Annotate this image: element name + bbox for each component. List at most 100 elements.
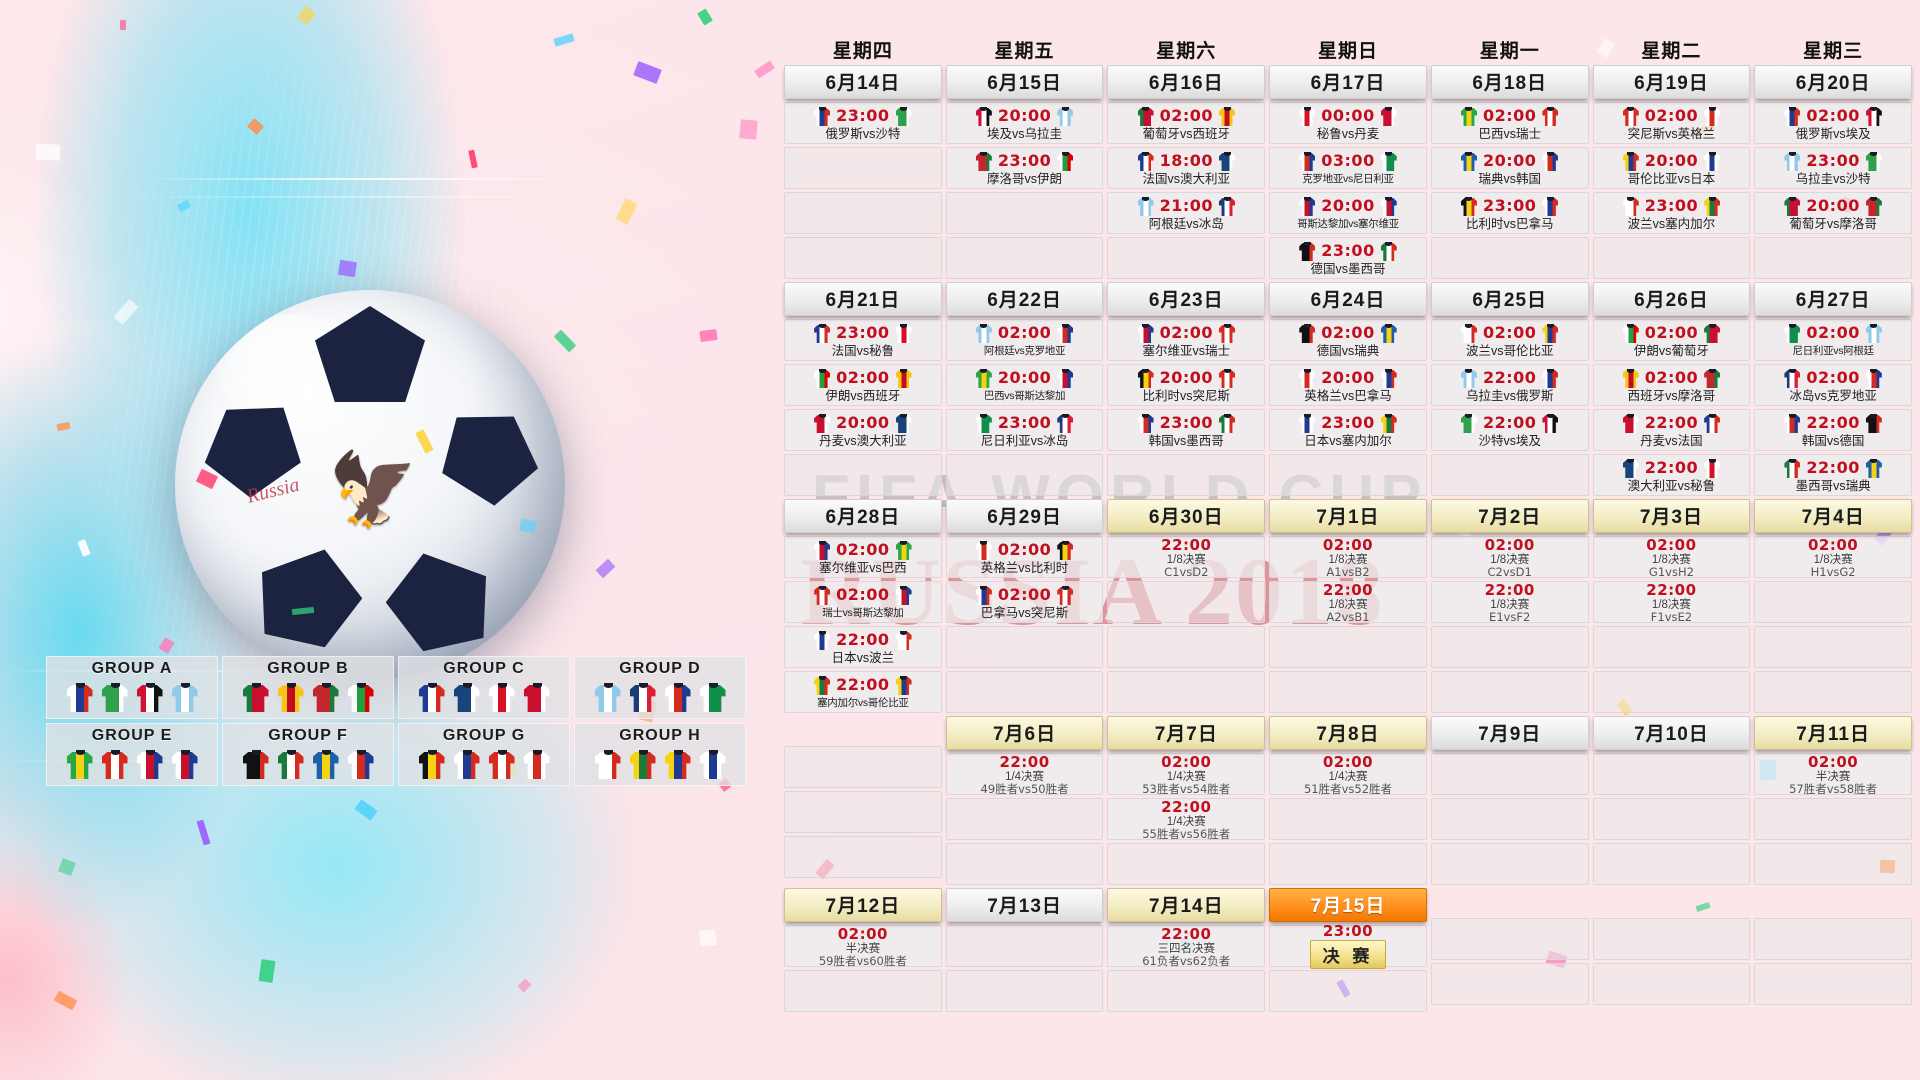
knockout-match-cell[interactable]: 02:00 半决赛 59胜者vs60胜者 — [784, 925, 942, 967]
group-match-cell[interactable]: 20:00 哥伦比亚vs日本 — [1592, 147, 1751, 189]
group-box-group-b[interactable]: GROUP B — [222, 656, 394, 719]
group-match-cell[interactable]: 20:00 葡萄牙vs摩洛哥 — [1754, 192, 1912, 234]
knockout-match-cell[interactable]: 22:00 1/8决赛 C1vsD2 — [1107, 536, 1266, 578]
date-header[interactable]: 6月28日 — [784, 499, 942, 533]
group-match-cell[interactable]: 22:00 日本vs波兰 — [784, 626, 942, 668]
knockout-match-cell[interactable]: 22:00 1/8决赛 A2vsB1 — [1269, 581, 1427, 623]
group-match-cell[interactable]: 23:00 比利时vs巴拿马 — [1430, 192, 1589, 234]
knockout-match-cell[interactable]: 02:00 1/4决赛 53胜者vs54胜者 — [1107, 753, 1266, 795]
group-match-cell[interactable]: 23:00 尼日利亚vs冰岛 — [945, 409, 1104, 451]
date-header[interactable]: 7月13日 — [945, 888, 1104, 922]
group-match-cell[interactable]: 02:00 塞尔维亚vs巴西 — [784, 536, 942, 578]
date-header[interactable]: 7月10日 — [1592, 716, 1751, 750]
knockout-match-cell[interactable]: 22:00 1/4决赛 49胜者vs50胜者 — [945, 753, 1104, 795]
group-match-cell[interactable]: 02:00 巴西vs瑞士 — [1430, 102, 1589, 144]
group-match-cell[interactable]: 23:00 日本vs塞内加尔 — [1269, 409, 1427, 451]
group-box-group-f[interactable]: GROUP F — [222, 723, 394, 786]
date-header[interactable]: 7月7日 — [1107, 716, 1266, 750]
date-header[interactable]: 6月29日 — [945, 499, 1104, 533]
group-match-cell[interactable]: 02:00 巴拿马vs突尼斯 — [945, 581, 1104, 623]
group-match-cell[interactable]: 02:00 俄罗斯vs埃及 — [1754, 102, 1912, 144]
date-header[interactable]: 6月15日 — [945, 65, 1104, 99]
knockout-match-cell[interactable]: 22:00 1/8决赛 F1vsE2 — [1592, 581, 1751, 623]
group-match-cell[interactable]: 22:00 韩国vs德国 — [1754, 409, 1912, 451]
group-box-group-d[interactable]: GROUP D — [574, 656, 746, 719]
knockout-match-cell[interactable]: 02:00 1/8决赛 A1vsB2 — [1269, 536, 1427, 578]
knockout-match-cell[interactable]: 02:00 半决赛 57胜者vs58胜者 — [1754, 753, 1912, 795]
group-match-cell[interactable]: 20:00 丹麦vs澳大利亚 — [784, 409, 942, 451]
date-header[interactable]: 6月26日 — [1592, 282, 1751, 316]
final-match-cell[interactable]: 23:00 决 赛 — [1269, 922, 1427, 969]
group-match-cell[interactable]: 23:00 法国vs秘鲁 — [784, 319, 942, 361]
date-header[interactable]: 7月1日 — [1269, 499, 1427, 533]
group-match-cell[interactable]: 22:00 丹麦vs法国 — [1592, 409, 1751, 451]
date-header[interactable]: 6月19日 — [1592, 65, 1751, 99]
date-header[interactable]: 6月21日 — [784, 282, 942, 316]
date-header[interactable]: 6月25日 — [1430, 282, 1589, 316]
group-match-cell[interactable]: 00:00 秘鲁vs丹麦 — [1269, 102, 1427, 144]
group-match-cell[interactable]: 18:00 法国vs澳大利亚 — [1107, 147, 1266, 189]
knockout-match-cell[interactable]: 22:00 1/4决赛 55胜者vs56胜者 — [1107, 798, 1266, 840]
group-match-cell[interactable]: 20:00 巴西vs哥斯达黎加 — [945, 364, 1104, 406]
date-header[interactable]: 6月30日 — [1107, 499, 1266, 533]
knockout-match-cell[interactable]: 22:00 1/8决赛 E1vsF2 — [1430, 581, 1589, 623]
group-match-cell[interactable]: 22:00 墨西哥vs瑞典 — [1754, 454, 1912, 496]
group-match-cell[interactable]: 02:00 阿根廷vs克罗地亚 — [945, 319, 1104, 361]
date-header[interactable]: 7月9日 — [1430, 716, 1589, 750]
group-match-cell[interactable]: 20:00 比利时vs突尼斯 — [1107, 364, 1266, 406]
group-match-cell[interactable]: 02:00 英格兰vs比利时 — [945, 536, 1104, 578]
date-header[interactable]: 6月16日 — [1107, 65, 1266, 99]
group-match-cell[interactable]: 02:00 西班牙vs摩洛哥 — [1592, 364, 1751, 406]
knockout-match-cell[interactable]: 02:00 1/8决赛 G1vsH2 — [1592, 536, 1751, 578]
date-header[interactable]: 6月20日 — [1754, 65, 1912, 99]
group-match-cell[interactable]: 02:00 瑞士vs哥斯达黎加 — [784, 581, 942, 623]
group-match-cell[interactable]: 02:00 冰岛vs克罗地亚 — [1754, 364, 1912, 406]
knockout-match-cell[interactable]: 22:00 三四名决赛 61负者vs62负者 — [1107, 925, 1266, 967]
group-match-cell[interactable]: 02:00 尼日利亚vs阿根廷 — [1754, 319, 1912, 361]
group-match-cell[interactable]: 23:00 德国vs墨西哥 — [1269, 237, 1427, 279]
group-match-cell[interactable]: 20:00 哥斯达黎加vs塞尔维亚 — [1269, 192, 1427, 234]
group-match-cell[interactable]: 23:00 波兰vs塞内加尔 — [1592, 192, 1751, 234]
date-header[interactable]: 7月15日 — [1269, 888, 1427, 922]
group-match-cell[interactable]: 02:00 塞尔维亚vs瑞士 — [1107, 319, 1266, 361]
date-header[interactable]: 7月14日 — [1107, 888, 1266, 922]
date-header[interactable]: 6月17日 — [1269, 65, 1427, 99]
group-box-group-g[interactable]: GROUP G — [398, 723, 570, 786]
group-match-cell[interactable]: 02:00 突尼斯vs英格兰 — [1592, 102, 1751, 144]
group-match-cell[interactable]: 20:00 瑞典vs韩国 — [1430, 147, 1589, 189]
group-box-group-a[interactable]: GROUP A — [46, 656, 218, 719]
knockout-match-cell[interactable]: 02:00 1/8决赛 H1vsG2 — [1754, 536, 1912, 578]
date-header[interactable]: 6月27日 — [1754, 282, 1912, 316]
group-match-cell[interactable]: 02:00 德国vs瑞典 — [1269, 319, 1427, 361]
group-match-cell[interactable]: 22:00 沙特vs埃及 — [1430, 409, 1589, 451]
group-match-cell[interactable]: 20:00 埃及vs乌拉圭 — [945, 102, 1104, 144]
date-header[interactable]: 7月8日 — [1269, 716, 1427, 750]
group-match-cell[interactable]: 02:00 伊朗vs葡萄牙 — [1592, 319, 1751, 361]
date-header[interactable]: 7月3日 — [1592, 499, 1751, 533]
group-match-cell[interactable]: 23:00 俄罗斯vs沙特 — [784, 102, 942, 144]
knockout-match-cell[interactable]: 02:00 1/4决赛 51胜者vs52胜者 — [1269, 753, 1427, 795]
group-match-cell[interactable]: 22:00 乌拉圭vs俄罗斯 — [1430, 364, 1589, 406]
group-match-cell[interactable]: 02:00 伊朗vs西班牙 — [784, 364, 942, 406]
date-header[interactable]: 7月2日 — [1430, 499, 1589, 533]
date-header[interactable]: 6月18日 — [1430, 65, 1589, 99]
date-header[interactable]: 7月12日 — [784, 888, 942, 922]
group-match-cell[interactable]: 21:00 阿根廷vs冰岛 — [1107, 192, 1266, 234]
group-match-cell[interactable]: 20:00 英格兰vs巴拿马 — [1269, 364, 1427, 406]
group-match-cell[interactable]: 23:00 摩洛哥vs伊朗 — [945, 147, 1104, 189]
date-header[interactable]: 6月14日 — [784, 65, 942, 99]
group-match-cell[interactable]: 02:00 波兰vs哥伦比亚 — [1430, 319, 1589, 361]
group-match-cell[interactable]: 22:00 澳大利亚vs秘鲁 — [1592, 454, 1751, 496]
group-match-cell[interactable]: 23:00 乌拉圭vs沙特 — [1754, 147, 1912, 189]
group-match-cell[interactable]: 03:00 克罗地亚vs尼日利亚 — [1269, 147, 1427, 189]
group-match-cell[interactable]: 23:00 韩国vs墨西哥 — [1107, 409, 1266, 451]
knockout-match-cell[interactable]: 02:00 1/8决赛 C2vsD1 — [1430, 536, 1589, 578]
group-match-cell[interactable]: 02:00 葡萄牙vs西班牙 — [1107, 102, 1266, 144]
date-header[interactable]: 7月11日 — [1754, 716, 1912, 750]
group-box-group-c[interactable]: GROUP C — [398, 656, 570, 719]
group-match-cell[interactable]: 22:00 塞内加尔vs哥伦比亚 — [784, 671, 942, 713]
date-header[interactable]: 6月22日 — [945, 282, 1104, 316]
date-header[interactable]: 6月24日 — [1269, 282, 1427, 316]
group-box-group-e[interactable]: GROUP E — [46, 723, 218, 786]
date-header[interactable]: 7月6日 — [945, 716, 1104, 750]
